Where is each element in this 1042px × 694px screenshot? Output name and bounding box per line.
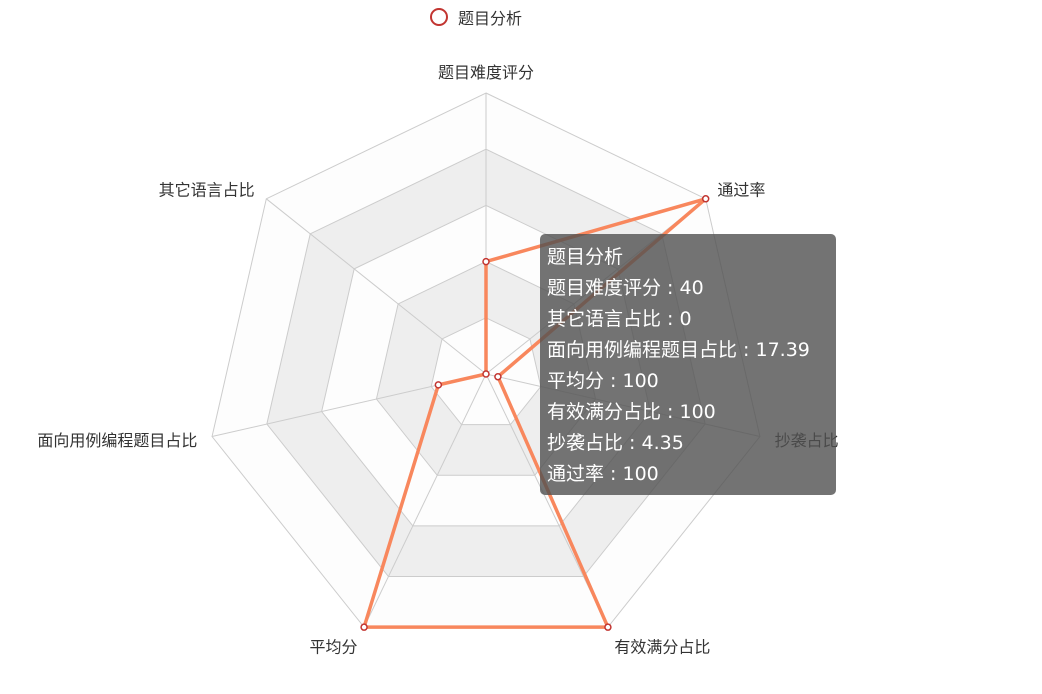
tooltip-row-full-score: 有效满分占比 : 100 (547, 401, 716, 423)
tooltip-row-testcase-oriented: 面向用例编程题目占比 : 17.39 (547, 339, 810, 361)
legend-item[interactable]: 题目分析 (430, 5, 522, 29)
axis-line-5 (363, 373, 487, 628)
axis-label-6: 面向用例编程题目占比 (37, 431, 197, 450)
legend-label: 题目分析 (458, 9, 523, 28)
tooltip-row-average: 平均分 : 100 (547, 370, 659, 392)
data-point-4 (604, 623, 612, 631)
data-point-5 (360, 623, 368, 631)
data-point-3 (494, 372, 502, 381)
data-point-1 (482, 257, 490, 266)
tooltip-row-difficulty: 题目难度评分 : 40 (547, 277, 704, 299)
axis-label-2: 通过率 (717, 180, 765, 199)
axis-label-5: 平均分 (310, 638, 358, 657)
tooltip-row-pass-rate: 通过率 : 100 (547, 463, 659, 485)
tooltip-row-other-language: 其它语言占比 : 0 (547, 308, 692, 330)
series-line (362, 197, 708, 629)
axis-label-4: 有效满分占比 (614, 638, 710, 657)
tooltip-row-plagiarism: 抄袭占比 : 4.35 (547, 432, 684, 454)
data-point-7 (482, 370, 490, 378)
data-point-2 (701, 195, 710, 203)
data-point-6 (434, 381, 443, 389)
axis-label-1: 题目难度评分 (438, 63, 534, 82)
tooltip-title: 题目分析 (547, 246, 624, 268)
axis-label-7: 其它语言占比 (159, 180, 255, 199)
axis-line-7 (265, 198, 487, 375)
legend-circle-icon (430, 8, 448, 26)
tooltip: 题目分析 题目难度评分 : 40 其它语言占比 : 0 面向用例编程题目占比 :… (540, 234, 836, 495)
